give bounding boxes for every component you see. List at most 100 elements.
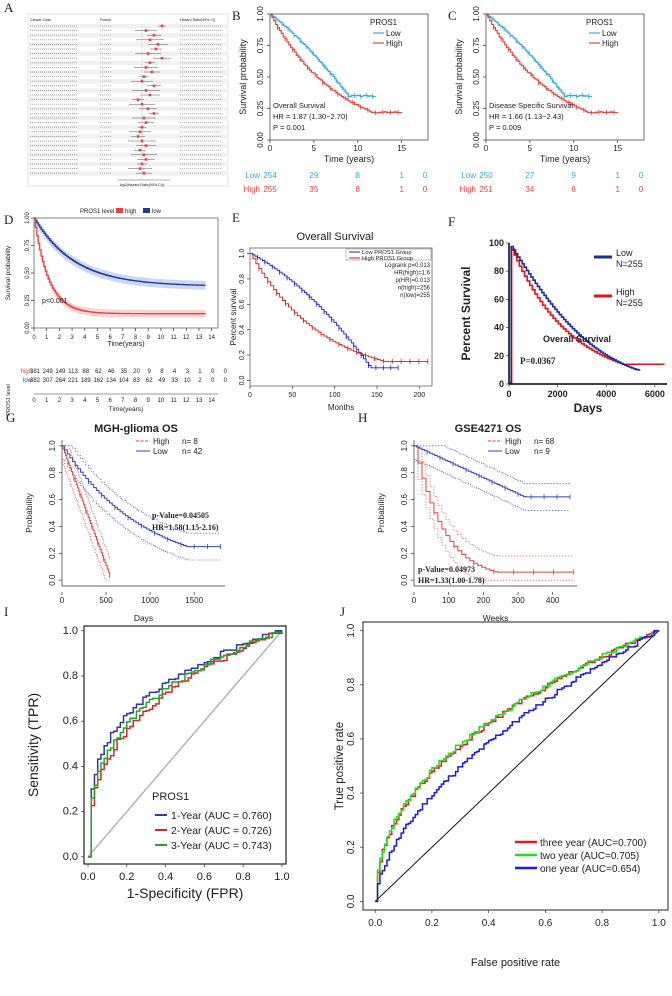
forest-point (142, 116, 146, 120)
risk-value: 34 (525, 185, 534, 194)
plot-frame (83, 625, 287, 865)
y-tick-label: 0.00 (256, 132, 265, 148)
annotation-0: Overall Survival (273, 101, 326, 110)
legend-label-high: High (386, 39, 402, 48)
legend-label-1: three year (AUC=0.700) (540, 838, 646, 849)
risk-x-tick-label: 14 (208, 398, 215, 404)
y-tick-label: 0.75 (25, 239, 31, 251)
risk-value: 251 (479, 185, 493, 194)
annotation-1: HR = 1.87 (1.30−2.70) (273, 112, 348, 121)
panel-letter-D: D (4, 212, 13, 227)
series-low-curve (414, 445, 571, 498)
panel-a-forest: Cancer Code Pvalue Hazard Ratio(95% CI) log… (27, 13, 229, 187)
x-tick-label: 8 (134, 335, 138, 341)
y-tick-label: 0.50 (25, 267, 31, 279)
legend-label-2: two year (AUC=0.705) (540, 851, 639, 862)
forest-row-band (28, 134, 228, 139)
y-tick-label: 0.6 (346, 732, 357, 746)
x-tick-label: 200 (477, 596, 491, 605)
forest-point (138, 130, 142, 134)
panel-letter-C: C (448, 8, 457, 23)
risk-value: 10 (184, 378, 191, 384)
forest-point (148, 38, 152, 42)
risk-x-tick-label: 4 (83, 398, 87, 404)
forest-header: Cancer Code (30, 18, 51, 22)
legend-box (345, 248, 432, 261)
y-tick-label: 0.75 (472, 37, 481, 53)
risk-value: 3 (186, 369, 190, 375)
legend-title: PROS1 (370, 18, 398, 27)
risk-x-tick-label: 10 (158, 398, 165, 404)
risk-value: 1 (399, 171, 404, 180)
series-low-ci-band (34, 218, 206, 290)
risk-value: 1 (615, 185, 620, 194)
forest-point (150, 70, 154, 74)
roc-curve-2 (375, 629, 659, 903)
annotation-2: P = 0.001 (273, 123, 305, 132)
y-tick-label: 0.6 (63, 715, 78, 727)
x-tick-label: 0.6 (197, 871, 212, 883)
forest-row-band (28, 152, 228, 158)
risk-x-tick-label: 12 (183, 398, 190, 404)
forest-point (160, 56, 164, 60)
legend-label-high: high (125, 209, 136, 215)
y-tick-label: 1.0 (63, 625, 78, 637)
y-tick-label: 0.00 (472, 132, 481, 148)
legend-n-high: N=255 (616, 298, 643, 308)
y-tick-label: 0.2 (400, 547, 409, 559)
forest-point (160, 24, 164, 28)
series-high-ci-lower (62, 461, 110, 581)
chart-title: MGH-glioma OS (94, 423, 178, 435)
risk-x-tick-label: 13 (196, 398, 203, 404)
forest-point (152, 33, 156, 37)
x-tick-label: 200 (413, 392, 425, 399)
legend-label-3: one year (AUC=0.654) (540, 864, 640, 875)
forest-row-band (28, 79, 228, 84)
x-axis-label: Weeks (483, 613, 509, 623)
legend-n-high: n= 8 (182, 437, 198, 446)
risk-x-tick-label: 2 (58, 398, 62, 404)
y-tick-label: 0.8 (400, 467, 409, 479)
y-axis-label: Survival probability (454, 39, 464, 115)
x-axis-label: Months (328, 403, 354, 412)
risk-value: 4 (173, 369, 177, 375)
forest-row-band (28, 115, 228, 121)
risk-value: 0 (211, 378, 215, 384)
series-high-curve (34, 217, 206, 315)
risk-value: 104 (119, 378, 130, 384)
forest-point (140, 79, 144, 83)
stat-1: HR(high)=1.6 (394, 271, 431, 277)
x-tick-label: 11 (170, 335, 177, 341)
risk-value: 264 (55, 378, 66, 384)
forest-row-band (28, 171, 228, 176)
panel-letter-H: H (358, 410, 367, 425)
plot-frame (249, 247, 433, 387)
legend-label-high: High PROS1 Group (362, 256, 413, 262)
risk-x-tick-label: 1 (45, 398, 49, 404)
y-tick-label: 0.25 (25, 294, 31, 306)
forest-point (142, 171, 146, 175)
annotation-title: Overall Survival (543, 334, 611, 344)
risk-value: 33 (171, 378, 178, 384)
risk-value: 307 (43, 378, 54, 384)
legend-label-high: High (153, 437, 169, 446)
y-tick-label: 0.00 (25, 322, 31, 334)
risk-value: 113 (68, 369, 78, 375)
risk-x-tick-label: 8 (134, 398, 138, 404)
legend-label-low: Low (153, 447, 168, 456)
risk-value: 0 (639, 185, 644, 194)
risk-value: 29 (309, 171, 318, 180)
forest-row-band (28, 33, 228, 38)
forest-row-band (28, 60, 228, 66)
forest-row-band (28, 51, 228, 56)
y-tick-label: 0.8 (346, 677, 357, 691)
risk-row-label: Low (461, 171, 476, 180)
y-tick-label: 0.4 (239, 325, 246, 335)
x-axis-label: Time(years) (107, 341, 144, 348)
x-tick-label: 400 (546, 596, 560, 605)
legend-label-low: Low (386, 29, 401, 38)
annotation-p: p-Value=0.04973 (418, 565, 475, 574)
forest-point (142, 75, 146, 78)
legend-label-low: Low (602, 29, 617, 38)
